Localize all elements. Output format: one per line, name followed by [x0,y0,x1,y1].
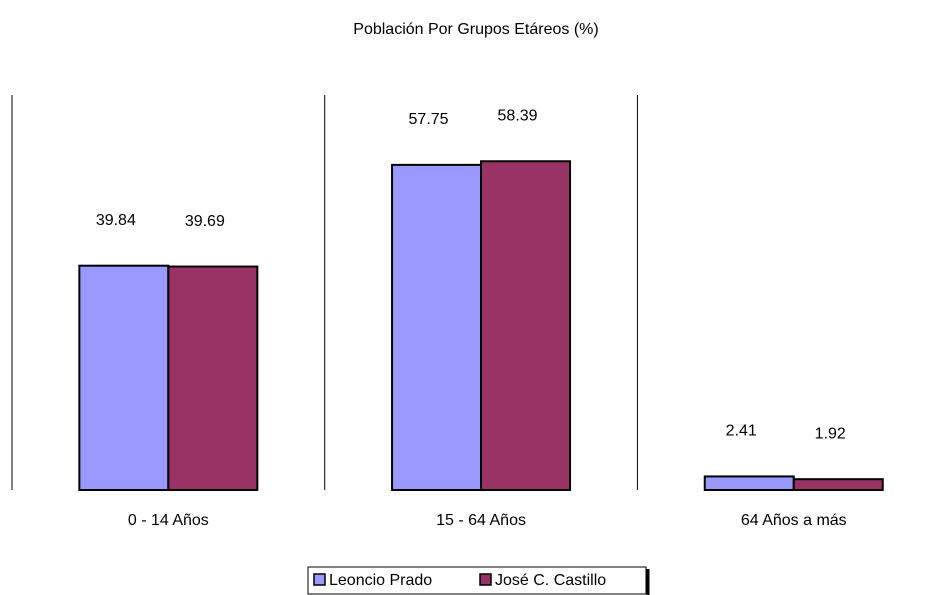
bar [391,163,483,491]
data-label: 2.41 [726,423,757,440]
bar [78,264,170,491]
x-tick-label: 0 - 14 Años [128,512,209,529]
chart-title: Población Por Grupos Etáreos (%) [353,21,598,38]
x-tick-label: 64 Años a más [741,512,847,529]
legend-label: José C. Castillo [495,572,606,589]
legend-swatch [313,573,326,586]
data-label: 39.84 [96,212,136,229]
legend-swatch [479,573,492,586]
data-label: 57.75 [409,111,449,128]
bar [480,160,572,491]
bar [792,478,884,491]
data-label: 39.69 [185,213,225,230]
data-label: 58.39 [498,107,538,124]
x-tick-label: 15 - 64 Años [436,512,526,529]
legend-box [307,566,647,595]
data-label: 1.92 [815,425,846,442]
bar [167,265,259,491]
legend-label: Leoncio Prado [329,572,432,589]
bar [703,475,795,492]
